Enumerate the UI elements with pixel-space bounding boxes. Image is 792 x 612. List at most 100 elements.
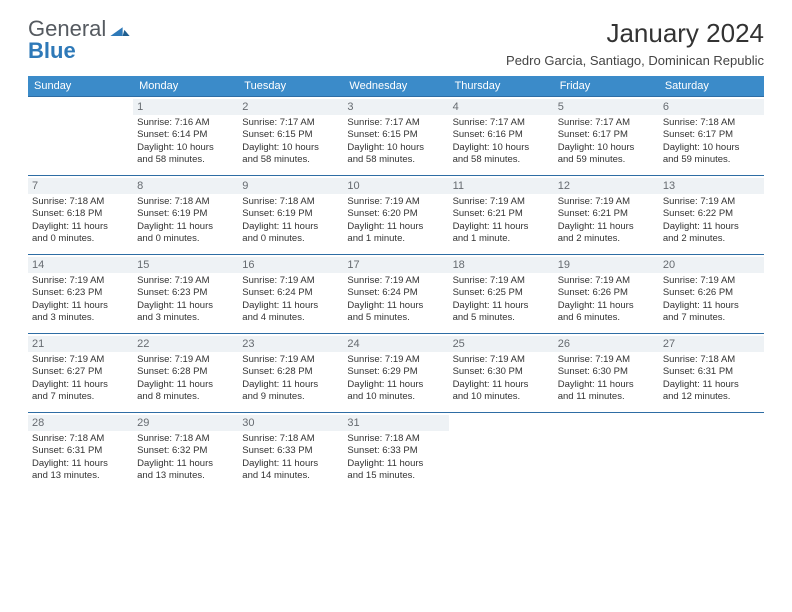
cell-sunrise: Sunrise: 7:19 AM — [347, 354, 444, 366]
cell-sunset: Sunset: 6:19 PM — [137, 208, 234, 220]
cell-day1: Daylight: 11 hours — [137, 300, 234, 312]
day-number: 26 — [554, 336, 659, 352]
weekday-header: Saturday — [659, 76, 764, 97]
cell-day2: and 12 minutes. — [663, 391, 760, 403]
cell-day1: Daylight: 11 hours — [137, 458, 234, 470]
calendar-cell: 3Sunrise: 7:17 AMSunset: 6:15 PMDaylight… — [343, 97, 448, 176]
cell-sunrise: Sunrise: 7:19 AM — [558, 196, 655, 208]
cell-day2: and 58 minutes. — [347, 154, 444, 166]
calendar-week-row: 28Sunrise: 7:18 AMSunset: 6:31 PMDayligh… — [28, 413, 764, 492]
brand-logo: GeneralBlue — [28, 18, 130, 62]
cell-sunset: Sunset: 6:33 PM — [347, 445, 444, 457]
day-number: 7 — [28, 178, 133, 194]
calendar-cell: 14Sunrise: 7:19 AMSunset: 6:23 PMDayligh… — [28, 255, 133, 334]
calendar-cell: 2Sunrise: 7:17 AMSunset: 6:15 PMDaylight… — [238, 97, 343, 176]
cell-sunrise: Sunrise: 7:19 AM — [242, 354, 339, 366]
cell-sunset: Sunset: 6:27 PM — [32, 366, 129, 378]
cell-day2: and 13 minutes. — [137, 470, 234, 482]
cell-sunrise: Sunrise: 7:18 AM — [32, 433, 129, 445]
cell-sunrise: Sunrise: 7:19 AM — [137, 275, 234, 287]
cell-day2: and 13 minutes. — [32, 470, 129, 482]
calendar-cell: 27Sunrise: 7:18 AMSunset: 6:31 PMDayligh… — [659, 334, 764, 413]
day-number: 24 — [343, 336, 448, 352]
cell-sunrise: Sunrise: 7:19 AM — [32, 275, 129, 287]
cell-day2: and 10 minutes. — [453, 391, 550, 403]
cell-day2: and 2 minutes. — [558, 233, 655, 245]
cell-sunrise: Sunrise: 7:19 AM — [453, 354, 550, 366]
cell-day1: Daylight: 10 hours — [558, 142, 655, 154]
day-number: 25 — [449, 336, 554, 352]
weekday-header: Monday — [133, 76, 238, 97]
cell-sunset: Sunset: 6:14 PM — [137, 129, 234, 141]
cell-day2: and 8 minutes. — [137, 391, 234, 403]
page-header: GeneralBlue January 2024 Pedro Garcia, S… — [28, 18, 764, 68]
calendar-cell: . — [554, 413, 659, 492]
cell-sunset: Sunset: 6:31 PM — [663, 366, 760, 378]
day-number: 6 — [659, 99, 764, 115]
cell-day2: and 0 minutes. — [242, 233, 339, 245]
logo-text-blue: Blue — [28, 38, 76, 63]
calendar-header-row: SundayMondayTuesdayWednesdayThursdayFrid… — [28, 76, 764, 97]
cell-sunrise: Sunrise: 7:18 AM — [137, 196, 234, 208]
cell-day1: Daylight: 11 hours — [32, 458, 129, 470]
cell-sunrise: Sunrise: 7:19 AM — [453, 196, 550, 208]
logo-mark-icon — [110, 18, 130, 40]
cell-day2: and 3 minutes. — [32, 312, 129, 324]
calendar-page: GeneralBlue January 2024 Pedro Garcia, S… — [0, 0, 792, 509]
day-number: 5 — [554, 99, 659, 115]
cell-sunset: Sunset: 6:25 PM — [453, 287, 550, 299]
cell-day1: Daylight: 11 hours — [32, 300, 129, 312]
cell-sunset: Sunset: 6:26 PM — [663, 287, 760, 299]
day-number: 3 — [343, 99, 448, 115]
cell-sunset: Sunset: 6:31 PM — [32, 445, 129, 457]
calendar-cell: 15Sunrise: 7:19 AMSunset: 6:23 PMDayligh… — [133, 255, 238, 334]
calendar-week-row: 14Sunrise: 7:19 AMSunset: 6:23 PMDayligh… — [28, 255, 764, 334]
cell-day1: Daylight: 11 hours — [137, 221, 234, 233]
cell-day2: and 0 minutes. — [32, 233, 129, 245]
cell-day1: Daylight: 11 hours — [347, 221, 444, 233]
cell-day2: and 9 minutes. — [242, 391, 339, 403]
cell-day1: Daylight: 11 hours — [453, 300, 550, 312]
cell-sunset: Sunset: 6:23 PM — [137, 287, 234, 299]
cell-day2: and 5 minutes. — [453, 312, 550, 324]
cell-sunrise: Sunrise: 7:19 AM — [347, 275, 444, 287]
calendar-cell: 31Sunrise: 7:18 AMSunset: 6:33 PMDayligh… — [343, 413, 448, 492]
cell-sunrise: Sunrise: 7:19 AM — [558, 354, 655, 366]
day-number: 23 — [238, 336, 343, 352]
day-number: 27 — [659, 336, 764, 352]
weekday-header: Tuesday — [238, 76, 343, 97]
cell-day1: Daylight: 11 hours — [558, 221, 655, 233]
title-block: January 2024 Pedro Garcia, Santiago, Dom… — [506, 18, 764, 68]
page-title: January 2024 — [506, 18, 764, 49]
calendar-cell: 24Sunrise: 7:19 AMSunset: 6:29 PMDayligh… — [343, 334, 448, 413]
calendar-cell: 12Sunrise: 7:19 AMSunset: 6:21 PMDayligh… — [554, 176, 659, 255]
day-number: 4 — [449, 99, 554, 115]
day-number: 9 — [238, 178, 343, 194]
cell-sunrise: Sunrise: 7:19 AM — [663, 275, 760, 287]
day-number: 8 — [133, 178, 238, 194]
cell-day2: and 59 minutes. — [558, 154, 655, 166]
day-number: 29 — [133, 415, 238, 431]
cell-day1: Daylight: 11 hours — [347, 300, 444, 312]
day-number: 19 — [554, 257, 659, 273]
day-number: 2 — [238, 99, 343, 115]
cell-sunrise: Sunrise: 7:19 AM — [347, 196, 444, 208]
calendar-cell: 1Sunrise: 7:16 AMSunset: 6:14 PMDaylight… — [133, 97, 238, 176]
cell-day2: and 14 minutes. — [242, 470, 339, 482]
cell-day1: Daylight: 10 hours — [453, 142, 550, 154]
cell-sunrise: Sunrise: 7:18 AM — [663, 354, 760, 366]
cell-sunset: Sunset: 6:20 PM — [347, 208, 444, 220]
day-number: 13 — [659, 178, 764, 194]
cell-sunset: Sunset: 6:33 PM — [242, 445, 339, 457]
calendar-cell: 10Sunrise: 7:19 AMSunset: 6:20 PMDayligh… — [343, 176, 448, 255]
calendar-cell: 30Sunrise: 7:18 AMSunset: 6:33 PMDayligh… — [238, 413, 343, 492]
calendar-week-row: 7Sunrise: 7:18 AMSunset: 6:18 PMDaylight… — [28, 176, 764, 255]
calendar-cell: . — [449, 413, 554, 492]
day-number: 11 — [449, 178, 554, 194]
calendar-cell: 6Sunrise: 7:18 AMSunset: 6:17 PMDaylight… — [659, 97, 764, 176]
cell-sunset: Sunset: 6:28 PM — [242, 366, 339, 378]
calendar-body: . 1Sunrise: 7:16 AMSunset: 6:14 PMDayligh… — [28, 97, 764, 492]
cell-day2: and 10 minutes. — [347, 391, 444, 403]
cell-day2: and 5 minutes. — [347, 312, 444, 324]
cell-day1: Daylight: 11 hours — [347, 379, 444, 391]
